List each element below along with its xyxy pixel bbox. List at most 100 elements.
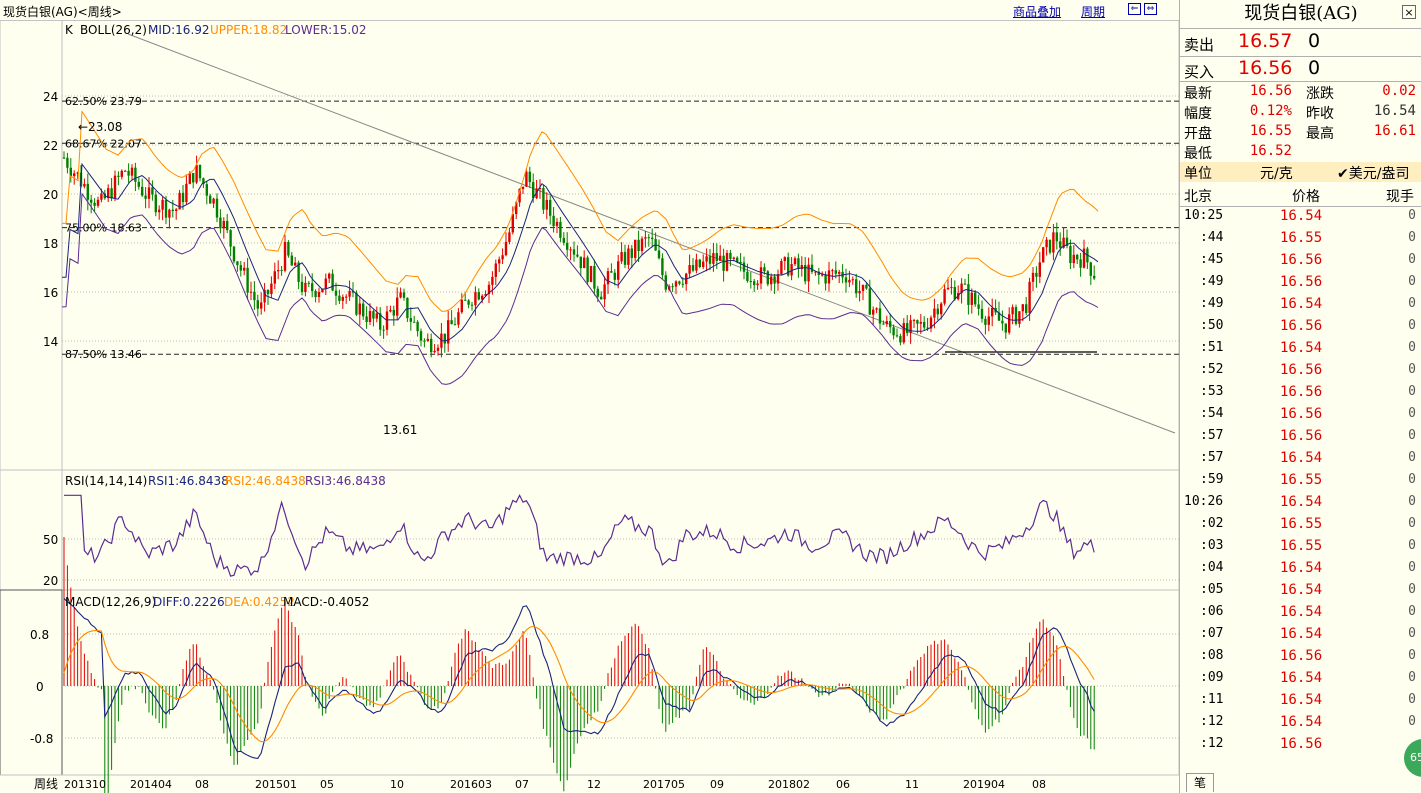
candle-body xyxy=(912,320,916,322)
tick-row: :45 16.56 0 xyxy=(1180,250,1421,272)
candle-body xyxy=(69,167,72,177)
tick-row: :02 16.55 0 xyxy=(1180,514,1421,536)
tick-price: 16.54 xyxy=(1280,296,1323,312)
trend-line xyxy=(127,33,1176,434)
boll-lower-line xyxy=(61,192,1099,385)
candle-body xyxy=(385,311,389,330)
tick-volume: 0 xyxy=(1408,362,1416,377)
candle-body xyxy=(987,316,990,325)
tick-price: 16.56 xyxy=(1280,384,1323,400)
rsi-legend: RSI3:46.8438 xyxy=(305,474,386,488)
tick-volume: 0 xyxy=(1408,692,1416,707)
chart-area[interactable]: 24 22 20 18 16 14 50 20 0.8 0 -0.8 62.50% 23.79 68.6… xyxy=(0,20,1179,793)
x-tick-label: 201802 xyxy=(768,778,810,791)
candle-body xyxy=(212,198,215,204)
candle-body xyxy=(283,241,287,271)
tick-price: 16.54 xyxy=(1280,604,1323,620)
tick-time: :45 xyxy=(1200,252,1224,267)
rsi-legend: RSI2:46.8438 xyxy=(225,474,306,488)
close-icon[interactable]: × xyxy=(1402,5,1416,19)
prev-window-icon[interactable]: ⇐ xyxy=(1128,3,1141,15)
candle-body xyxy=(249,291,253,293)
candle-body xyxy=(93,202,96,206)
candle-body xyxy=(321,288,324,293)
tick-price: 16.56 xyxy=(1280,274,1323,290)
candle-body xyxy=(923,321,926,328)
macd-legend: MACD:-0.4052 xyxy=(283,595,369,609)
candle-body xyxy=(453,324,457,326)
candle-body xyxy=(491,276,494,285)
tick-row: :11 16.54 0 xyxy=(1180,690,1421,712)
candle-body xyxy=(86,183,89,200)
tick-row: :07 16.54 0 xyxy=(1180,624,1421,646)
candle-body xyxy=(875,308,878,310)
candle-body xyxy=(130,167,134,176)
candle-body xyxy=(984,318,987,325)
candle-body xyxy=(855,279,858,294)
candle-body xyxy=(474,292,477,306)
candle-body xyxy=(807,264,810,282)
unit-label: 单位 xyxy=(1184,166,1212,182)
unit-option-ounce-label: 美元/盎司 xyxy=(1348,166,1410,182)
candle-body xyxy=(576,254,579,257)
candle-body xyxy=(749,281,752,283)
candle-body xyxy=(402,292,406,298)
x-tick-label: 201404 xyxy=(130,778,172,791)
boll-legend: LOWER:15.02 xyxy=(285,23,367,37)
tick-row: :44 16.55 0 xyxy=(1180,228,1421,250)
candle-body xyxy=(644,237,647,239)
candle-body xyxy=(236,261,239,266)
stats-row: 开盘 16.55 最高 16.61 xyxy=(1180,122,1421,142)
candle-body xyxy=(243,267,246,271)
candle-body xyxy=(120,170,123,177)
tick-price: 16.55 xyxy=(1280,230,1323,246)
low-marker: 13.61 xyxy=(383,423,417,437)
stat-value: 16.56 xyxy=(1249,83,1292,99)
stat-label: 昨收 xyxy=(1306,106,1334,122)
period-button[interactable]: 周期 xyxy=(1081,5,1106,19)
candle-body xyxy=(348,290,351,297)
instrument-title: 现货白银(AG) xyxy=(1180,0,1421,29)
buy-row: 买入 16.56 0 xyxy=(1180,57,1421,85)
tick-time: :49 xyxy=(1200,274,1224,289)
candle-body xyxy=(239,265,242,271)
tick-volume: 0 xyxy=(1408,714,1416,729)
candle-body xyxy=(688,265,691,274)
y-tick-label: 20 xyxy=(43,188,58,202)
candle-body xyxy=(1069,245,1072,264)
candle-body xyxy=(702,261,705,268)
candle-body xyxy=(821,274,824,276)
candle-body xyxy=(555,221,559,227)
candle-body xyxy=(107,188,110,199)
tick-price: 16.56 xyxy=(1280,406,1323,422)
buy-price: 16.56 xyxy=(1238,57,1293,79)
tick-price: 16.54 xyxy=(1280,692,1323,708)
x-tick-label: 08 xyxy=(195,778,209,791)
tick-price: 16.54 xyxy=(1280,714,1323,730)
tick-volume: 0 xyxy=(1408,626,1416,641)
candle-body xyxy=(1042,247,1045,263)
unit-option-gram[interactable]: 元/克 xyxy=(1260,166,1293,182)
unit-option-ounce[interactable]: ✔美元/盎司 xyxy=(1337,163,1409,183)
candle-body xyxy=(406,297,409,319)
candle-body xyxy=(137,181,140,187)
candle-body xyxy=(895,335,899,337)
candle-body xyxy=(698,259,701,268)
tick-volume: 0 xyxy=(1408,230,1416,245)
boll-legend: UPPER:18.82 xyxy=(210,23,287,37)
candle-body xyxy=(596,288,599,297)
rsi-pane xyxy=(0,469,1179,591)
tab-ticks[interactable]: 笔 xyxy=(1186,773,1214,792)
status-badge[interactable]: 65 xyxy=(1404,739,1421,777)
switch-window-icon[interactable]: ⇔ xyxy=(1144,3,1157,15)
stats-row: 最新 16.56 涨跌 0.02 xyxy=(1180,82,1421,102)
chart-title: 现货白银(AG)<周线> xyxy=(3,5,122,19)
candle-body xyxy=(164,199,168,218)
tick-volume: 0 xyxy=(1408,516,1416,531)
candle-body xyxy=(906,323,909,334)
candle-body xyxy=(797,258,800,269)
buy-volume: 0 xyxy=(1308,57,1321,79)
macd-diff-line xyxy=(63,598,1095,759)
overlay-button[interactable]: 商品叠加 xyxy=(1013,5,1062,19)
tick-time: :07 xyxy=(1200,626,1224,641)
